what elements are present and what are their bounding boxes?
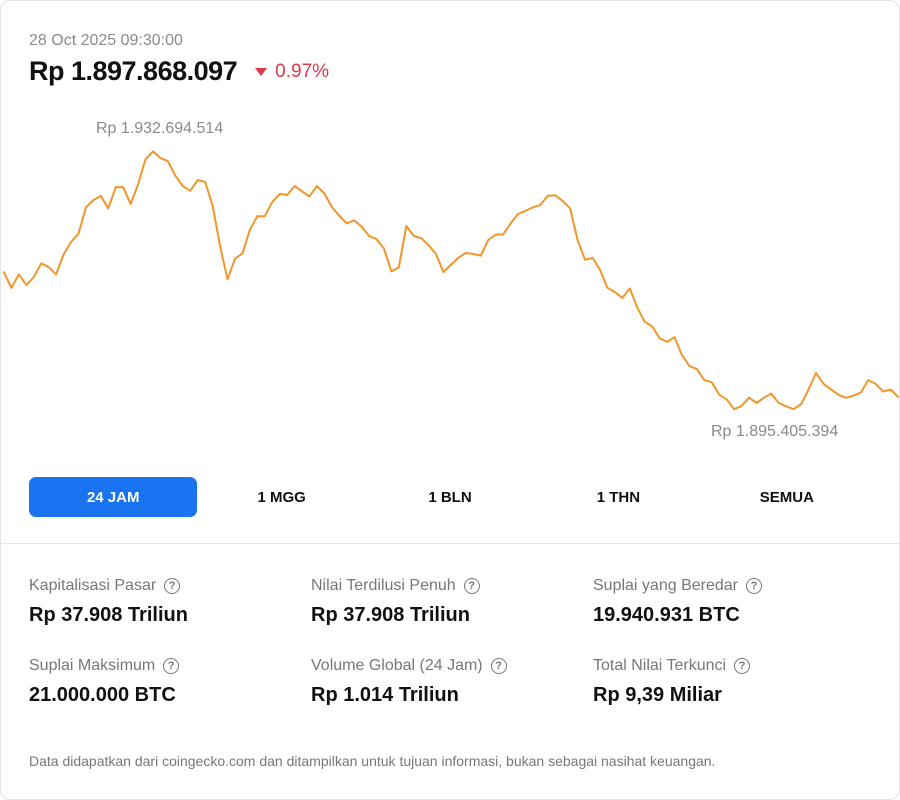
tab-1-mgg[interactable]: 1 MGG	[257, 488, 306, 506]
current-price: Rp 1.897.868.097	[29, 56, 238, 86]
stat-total-value-locked: Total Nilai Terkunci ? Rp 9,39 Miliar	[593, 655, 875, 707]
tab-semua[interactable]: SEMUA	[759, 488, 814, 506]
stat-circulating-supply: Suplai yang Beredar ? 19.940.931 BTC	[593, 575, 875, 627]
timestamp: 28 Oct 2025 09:30:00	[29, 32, 183, 49]
stat-value: Rp 37.908 Triliun	[311, 604, 470, 626]
disclaimer: Data didapatkan dari coingecko.com dan d…	[29, 753, 716, 769]
price-chart-svg	[3, 150, 899, 411]
price-line	[3, 150, 899, 411]
stat-label: Volume Global (24 Jam)	[311, 657, 483, 674]
help-icon[interactable]: ?	[164, 578, 181, 594]
price-chart[interactable]: Rp 1.932.694.514 Rp 1.895.405.394	[1, 101, 899, 461]
stat-value: 21.000.000 BTC	[29, 684, 176, 706]
price-change: 0.97%	[255, 61, 329, 83]
stat-value: Rp 1.014 Triliun	[311, 684, 459, 706]
stats-grid: Kapitalisasi Pasar ? Rp 37.908 Triliun N…	[29, 575, 889, 707]
stat-label: Suplai yang Beredar	[593, 577, 738, 594]
tab-1-bln[interactable]: 1 BLN	[428, 488, 472, 506]
down-triangle-icon	[255, 67, 268, 76]
stat-fully-diluted: Nilai Terdilusi Penuh ? Rp 37.908 Triliu…	[311, 575, 593, 627]
help-icon[interactable]: ?	[463, 578, 480, 594]
stat-max-supply: Suplai Maksimum ? 21.000.000 BTC	[29, 655, 311, 707]
stat-value: Rp 9,39 Miliar	[593, 684, 722, 706]
stat-label: Total Nilai Terkunci	[593, 657, 727, 674]
stat-label: Kapitalisasi Pasar	[29, 577, 157, 594]
help-icon[interactable]: ?	[490, 658, 507, 674]
stat-label: Suplai Maksimum	[29, 657, 156, 674]
tab-24-jam[interactable]: 24 JAM	[29, 477, 198, 517]
stat-label: Nilai Terdilusi Penuh	[311, 577, 456, 594]
timeframe-tabs: 24 JAM 1 MGG 1 BLN 1 THN SEMUA	[29, 477, 871, 517]
stat-value: 19.940.931 BTC	[593, 604, 740, 626]
stat-value: Rp 37.908 Triliun	[29, 604, 188, 626]
price-row: Rp 1.897.868.097 0.97%	[29, 56, 329, 87]
chart-high-label: Rp 1.932.694.514	[96, 120, 224, 137]
divider	[1, 543, 899, 544]
help-icon[interactable]: ?	[745, 578, 762, 594]
stat-market-cap: Kapitalisasi Pasar ? Rp 37.908 Triliun	[29, 575, 311, 627]
stat-global-volume: Volume Global (24 Jam) ? Rp 1.014 Triliu…	[311, 655, 593, 707]
price-change-percent: 0.97%	[275, 60, 330, 82]
help-icon[interactable]: ?	[734, 658, 751, 674]
tab-1-thn[interactable]: 1 THN	[596, 488, 641, 506]
chart-low-label: Rp 1.895.405.394	[711, 423, 839, 440]
help-icon[interactable]: ?	[163, 658, 180, 674]
